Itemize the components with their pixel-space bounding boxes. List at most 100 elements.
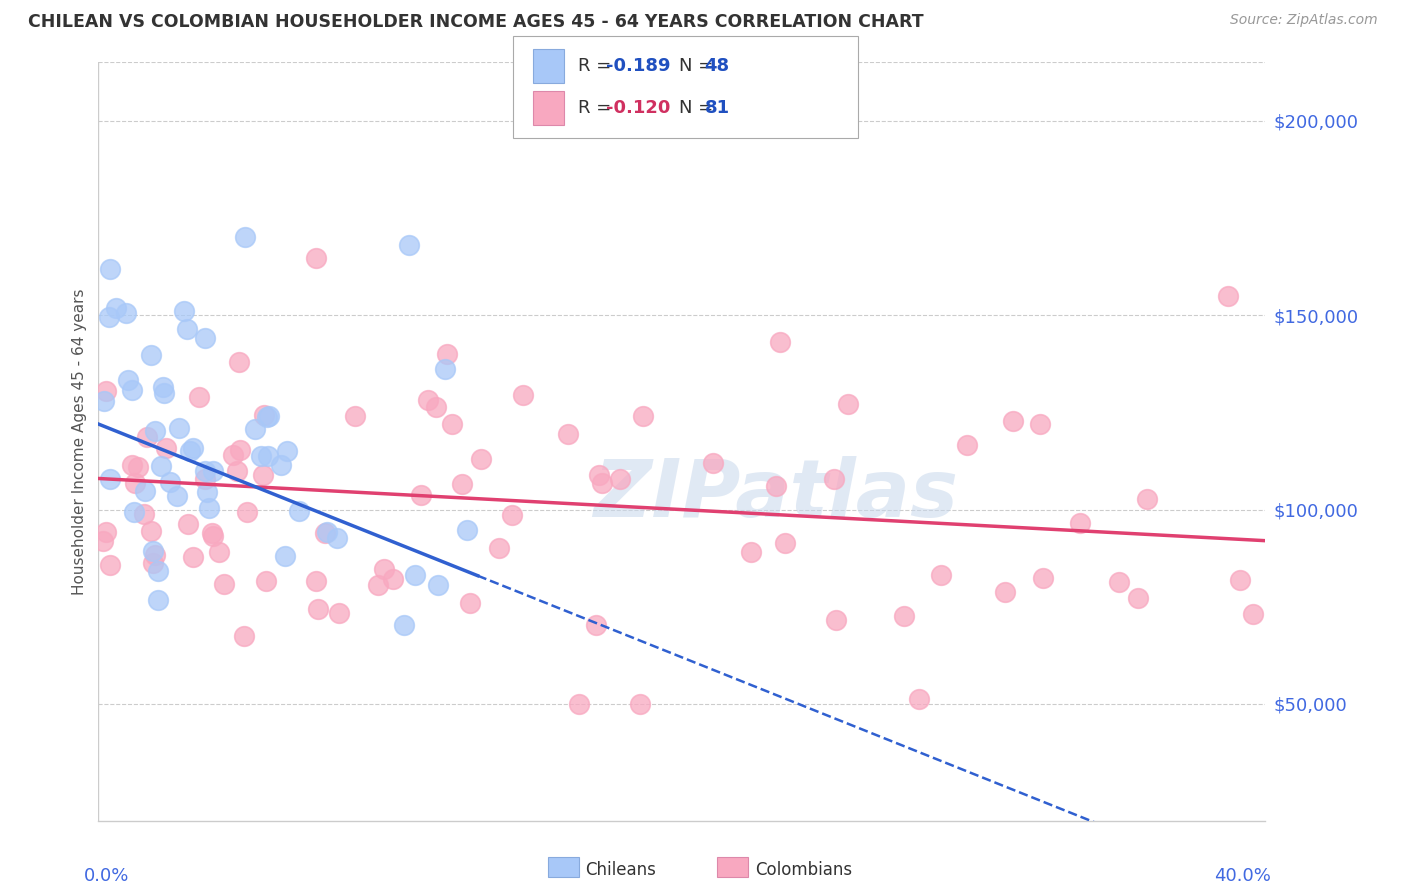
Point: [1069, 516, 1091, 530]
Point: [201, 529, 224, 543]
Text: -0.189: -0.189: [606, 57, 671, 75]
Point: [228, 355, 250, 369]
Text: N =: N =: [679, 57, 718, 75]
Point: [245, 422, 267, 436]
Point: [404, 567, 426, 582]
Point: [179, 444, 201, 458]
Text: -0.120: -0.120: [606, 99, 671, 117]
Point: [229, 443, 252, 458]
Point: [143, 548, 166, 562]
Point: [825, 613, 848, 627]
Point: [588, 467, 610, 482]
Point: [328, 606, 350, 620]
Point: [326, 531, 349, 545]
Point: [470, 452, 492, 467]
Point: [233, 629, 256, 643]
Point: [141, 348, 163, 362]
Point: [253, 408, 276, 422]
Point: [908, 692, 931, 706]
Point: [194, 464, 217, 478]
Point: [409, 488, 432, 502]
Text: N =: N =: [679, 99, 718, 117]
Point: [236, 505, 259, 519]
Point: [893, 609, 915, 624]
Point: [433, 362, 456, 376]
Point: [201, 525, 224, 540]
Point: [149, 458, 172, 473]
Point: [139, 524, 162, 539]
Point: [114, 306, 136, 320]
Point: [233, 230, 256, 244]
Point: [451, 476, 474, 491]
Point: [121, 458, 143, 473]
Point: [142, 557, 165, 571]
Point: [201, 464, 224, 478]
Text: 48: 48: [704, 57, 730, 75]
Point: [274, 549, 297, 564]
Point: [633, 409, 655, 424]
Point: [181, 550, 204, 565]
Point: [568, 697, 591, 711]
Point: [181, 442, 204, 456]
Point: [609, 472, 631, 486]
Point: [1032, 572, 1054, 586]
Point: [1108, 575, 1130, 590]
Point: [176, 321, 198, 335]
Point: [91, 534, 114, 549]
Point: [367, 578, 389, 592]
Point: [124, 475, 146, 490]
Point: [702, 456, 724, 470]
Point: [398, 238, 420, 252]
Point: [98, 558, 121, 572]
Point: [1128, 591, 1150, 606]
Point: [1218, 289, 1240, 303]
Point: [1136, 492, 1159, 507]
Point: [314, 526, 336, 541]
Text: R =: R =: [578, 99, 617, 117]
Point: [94, 524, 117, 539]
Point: [441, 417, 464, 431]
Point: [488, 541, 510, 556]
Point: [304, 574, 326, 588]
Point: [152, 385, 174, 400]
Point: [740, 545, 762, 559]
Point: [425, 400, 447, 414]
Point: [173, 304, 195, 318]
Point: [117, 373, 139, 387]
Point: [343, 409, 366, 423]
Text: 0.0%: 0.0%: [84, 867, 129, 885]
Point: [823, 472, 845, 486]
Point: [143, 424, 166, 438]
Point: [105, 301, 128, 316]
Point: [307, 602, 329, 616]
Point: [591, 476, 613, 491]
Point: [585, 618, 607, 632]
Point: [456, 523, 478, 537]
Point: [187, 390, 209, 404]
Text: R =: R =: [578, 57, 617, 75]
Point: [221, 448, 243, 462]
Point: [956, 438, 979, 452]
Point: [392, 618, 415, 632]
Point: [436, 347, 458, 361]
Point: [193, 472, 215, 486]
Point: [93, 393, 115, 408]
Point: [148, 593, 170, 607]
Point: [177, 516, 200, 531]
Point: [929, 568, 952, 582]
Point: [152, 380, 174, 394]
Point: [98, 472, 121, 486]
Point: [127, 460, 149, 475]
Point: [98, 261, 121, 276]
Point: [276, 444, 298, 458]
Point: [226, 464, 249, 478]
Point: [512, 388, 534, 402]
Point: [148, 565, 170, 579]
Point: [166, 489, 188, 503]
Point: [381, 572, 404, 586]
Text: ZIPatlas: ZIPatlas: [593, 456, 957, 533]
Point: [458, 596, 481, 610]
Text: CHILEAN VS COLOMBIAN HOUSEHOLDER INCOME AGES 45 - 64 YEARS CORRELATION CHART: CHILEAN VS COLOMBIAN HOUSEHOLDER INCOME …: [28, 13, 924, 31]
Point: [416, 392, 439, 407]
Point: [373, 562, 395, 576]
